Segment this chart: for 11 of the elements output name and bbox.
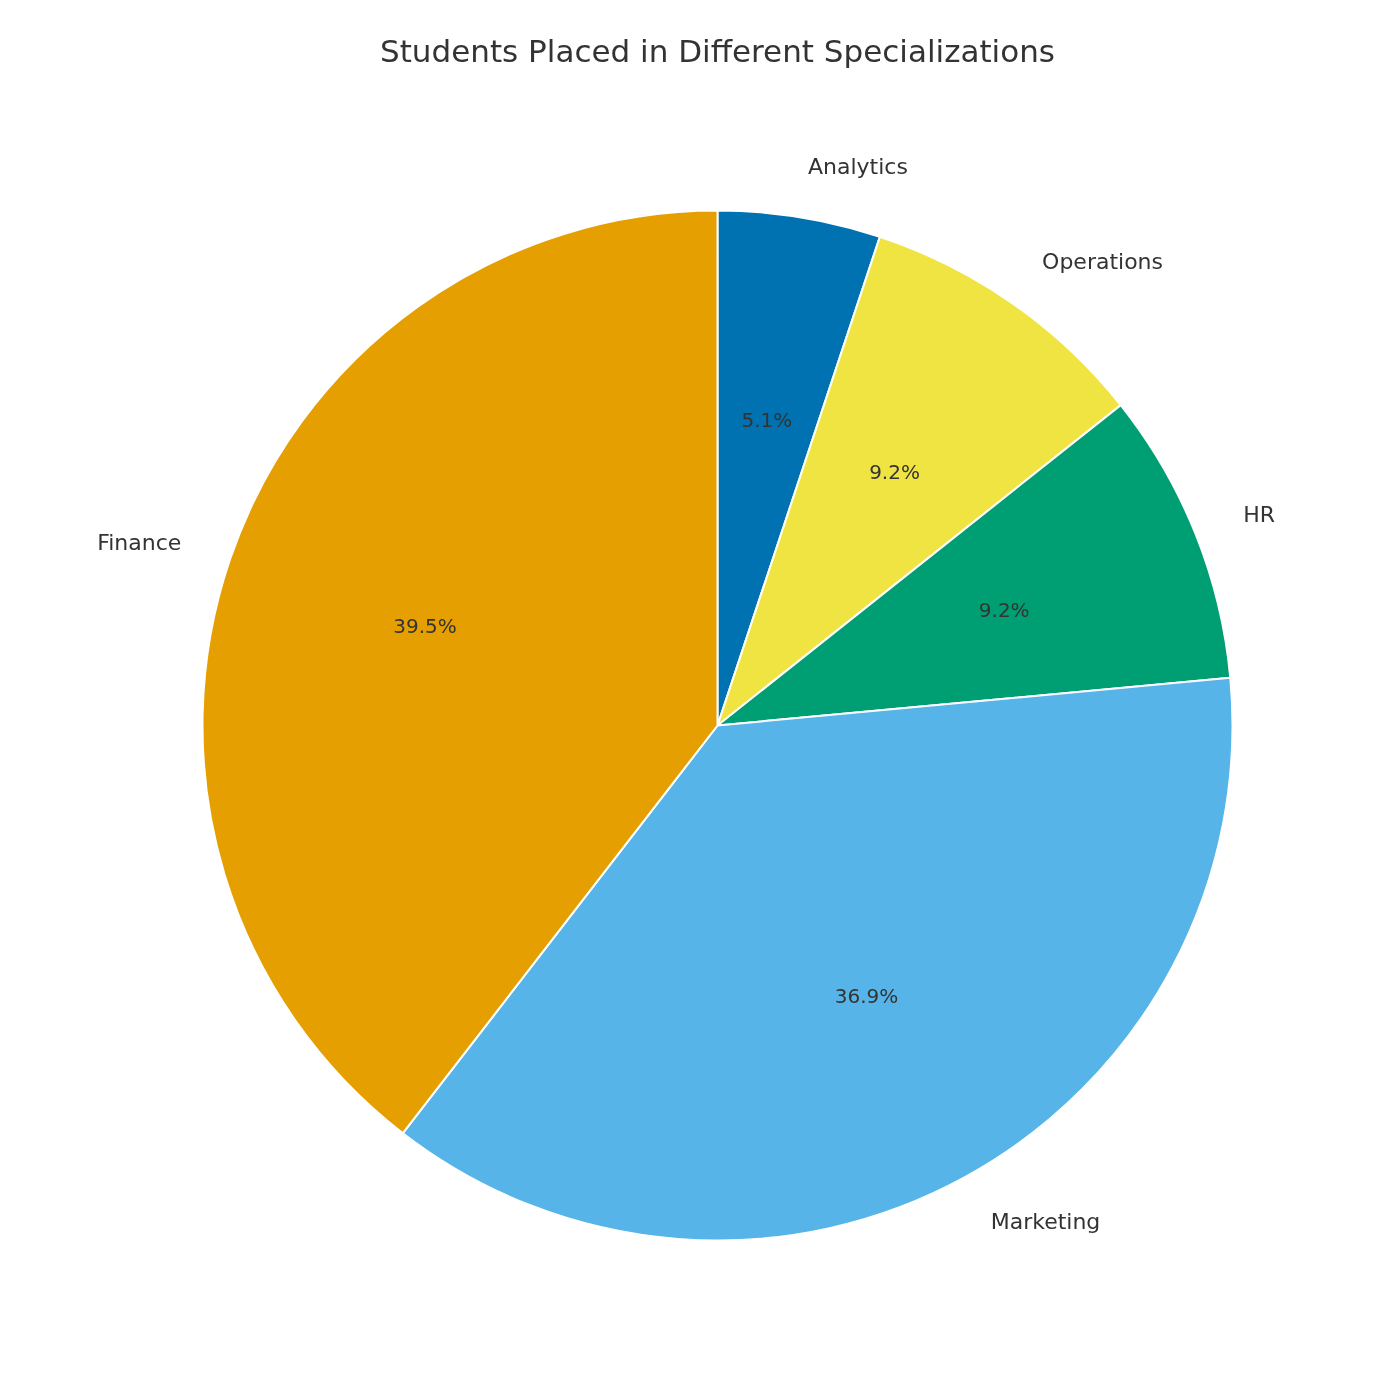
chart-title: Students Placed in Different Specializations bbox=[380, 32, 1055, 69]
data-label: 39.5% bbox=[393, 613, 457, 638]
data-label: 9.2% bbox=[978, 598, 1030, 623]
data-label: 9.2% bbox=[869, 460, 920, 485]
slice-label: Operations bbox=[1042, 248, 1164, 274]
data-label: 36.9% bbox=[834, 984, 899, 1009]
data-label: 5.1% bbox=[741, 408, 793, 433]
slice-label: Finance bbox=[97, 530, 182, 556]
slice-label: Marketing bbox=[990, 1209, 1101, 1235]
slice-label: HR bbox=[1243, 501, 1275, 527]
slice-label: Analytics bbox=[807, 153, 908, 179]
